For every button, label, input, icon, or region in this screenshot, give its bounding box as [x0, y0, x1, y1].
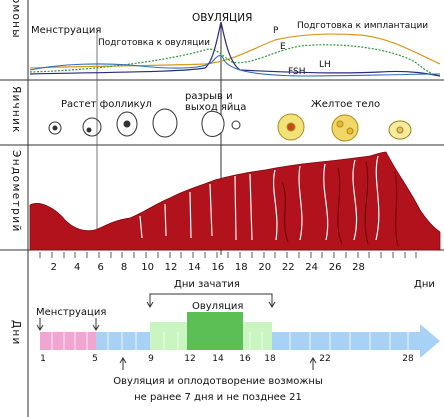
cycle-day-number: 14 — [212, 354, 224, 364]
label-cycle-menstruation: Менструация — [36, 307, 106, 318]
arrow-range-end — [309, 357, 317, 370]
fertility-note-line1: Овуляция и оплодотворение возможны — [113, 376, 323, 387]
day-axis-label: 24 — [305, 262, 318, 273]
day-axis-label: 2 — [51, 262, 57, 273]
cycle-bar — [40, 312, 440, 358]
cycle-day-dividers — [51, 332, 409, 350]
ovulation-band — [187, 312, 243, 350]
cycle-day-number: 28 — [402, 354, 414, 364]
day-axis-label: 18 — [235, 262, 248, 273]
day-axis-label: 26 — [329, 262, 342, 273]
cycle-day-number: 9 — [148, 354, 154, 364]
section-label-endometrium: Эндометрий — [10, 150, 22, 233]
section-label-days: Дни — [10, 320, 22, 346]
label-rupture-line2: выход яйца — [185, 102, 246, 113]
day-axis-ticks — [39, 252, 417, 258]
ovary-section: Растет фолликул разрыв и выход яйца Желт… — [48, 91, 412, 142]
day-axis-label: 22 — [282, 262, 295, 273]
cycle-day-number: 1 — [40, 354, 46, 364]
cycle-section: Дни зачатия Менструация Овуляция 1 5 9 12 14… — [36, 279, 440, 403]
arrow-head — [268, 301, 276, 308]
cycle-day-numbers: 1 5 9 12 14 16 18 22 28 — [40, 354, 414, 364]
day-axis-label: 28 — [352, 262, 365, 273]
day-axis-label: 12 — [165, 262, 178, 273]
day-axis-label: 4 — [74, 262, 80, 273]
label-curve-e: E — [280, 42, 286, 52]
lh-curve — [29, 21, 441, 77]
fertility-note-line2: не ранее 7 дня и не позднее 21 — [134, 392, 302, 403]
label-follicle-prep: Подготовка к овуляции — [98, 38, 210, 48]
day-axis-label: 10 — [141, 262, 154, 273]
day-axis-unit: Дни — [414, 279, 435, 290]
cycle-day-number: 16 — [239, 354, 251, 364]
arrow-range-start — [119, 357, 127, 370]
estrogen-curve — [29, 44, 441, 77]
section-label-hormones: Гормоны — [10, 0, 22, 39]
label-follicle-growth: Растет фолликул — [61, 99, 152, 110]
cycle-arrow — [272, 324, 440, 358]
follicle-icon — [152, 108, 178, 138]
fsh-curve — [29, 54, 441, 77]
day-axis: 2 4 6 8 10 12 14 16 18 20 22 24 26 28 Дни — [39, 252, 435, 290]
day-axis-label: 14 — [188, 262, 201, 273]
label-ovulation: ОВУЛЯЦИЯ — [192, 12, 252, 24]
corpus-luteum-icon — [277, 113, 305, 141]
follicle-icon — [48, 121, 62, 135]
endometrium-vessels — [281, 161, 399, 247]
arrow-head — [146, 301, 154, 308]
label-conception-days: Дни зачатия — [174, 279, 240, 290]
label-cycle-ovulation: Овуляция — [192, 301, 243, 312]
cycle-day-number: 18 — [264, 354, 276, 364]
section-label-ovary: Яичник — [10, 86, 22, 134]
arrow-menstruation-end — [92, 318, 100, 331]
corpus-luteum-icon — [331, 114, 359, 142]
label-curve-lh: LH — [319, 60, 331, 70]
label-curve-p: P — [273, 26, 279, 36]
day-axis-label: 6 — [98, 262, 104, 273]
label-implant-prep: Подготовка к имплантации — [297, 21, 428, 31]
follicle-icon — [82, 117, 102, 137]
menstruation-band — [40, 332, 96, 350]
hormone-chart: Менструация ОВУЛЯЦИЯ Подготовка к овуляц… — [29, 12, 441, 77]
conception-bracket — [149, 293, 273, 306]
section-label-text: Яичник — [10, 86, 22, 134]
label-rupture: разрыв и выход яйца — [185, 91, 246, 113]
endometrium-section — [29, 151, 441, 251]
label-corpus-luteum: Желтое тело — [311, 99, 380, 110]
ruptured-follicle-icon — [201, 110, 241, 137]
day-axis-label: 8 — [121, 262, 127, 273]
arrow-menstruation-start — [36, 318, 44, 331]
label-menstruation: Менструация — [31, 25, 101, 36]
label-rupture-line1: разрыв и — [185, 91, 233, 102]
section-label-text: Гормоны — [10, 0, 22, 39]
endometrium-glands — [139, 155, 380, 241]
day-axis-label: 16 — [212, 262, 225, 273]
section-label-text: Дни — [10, 320, 22, 346]
section-label-text: Эндометрий — [10, 150, 22, 233]
progesterone-curve — [29, 33, 441, 69]
cycle-day-number: 12 — [184, 354, 195, 364]
cycle-day-number: 22 — [319, 354, 330, 364]
cycle-day-number: 5 — [92, 354, 98, 364]
follicle-icon — [116, 111, 138, 137]
corpus-luteum-icon — [388, 120, 412, 140]
day-axis-labels: 2 4 6 8 10 12 14 16 18 20 22 24 26 28 — [51, 262, 365, 273]
cycle-band — [96, 332, 150, 350]
day-axis-label: 20 — [258, 262, 271, 273]
